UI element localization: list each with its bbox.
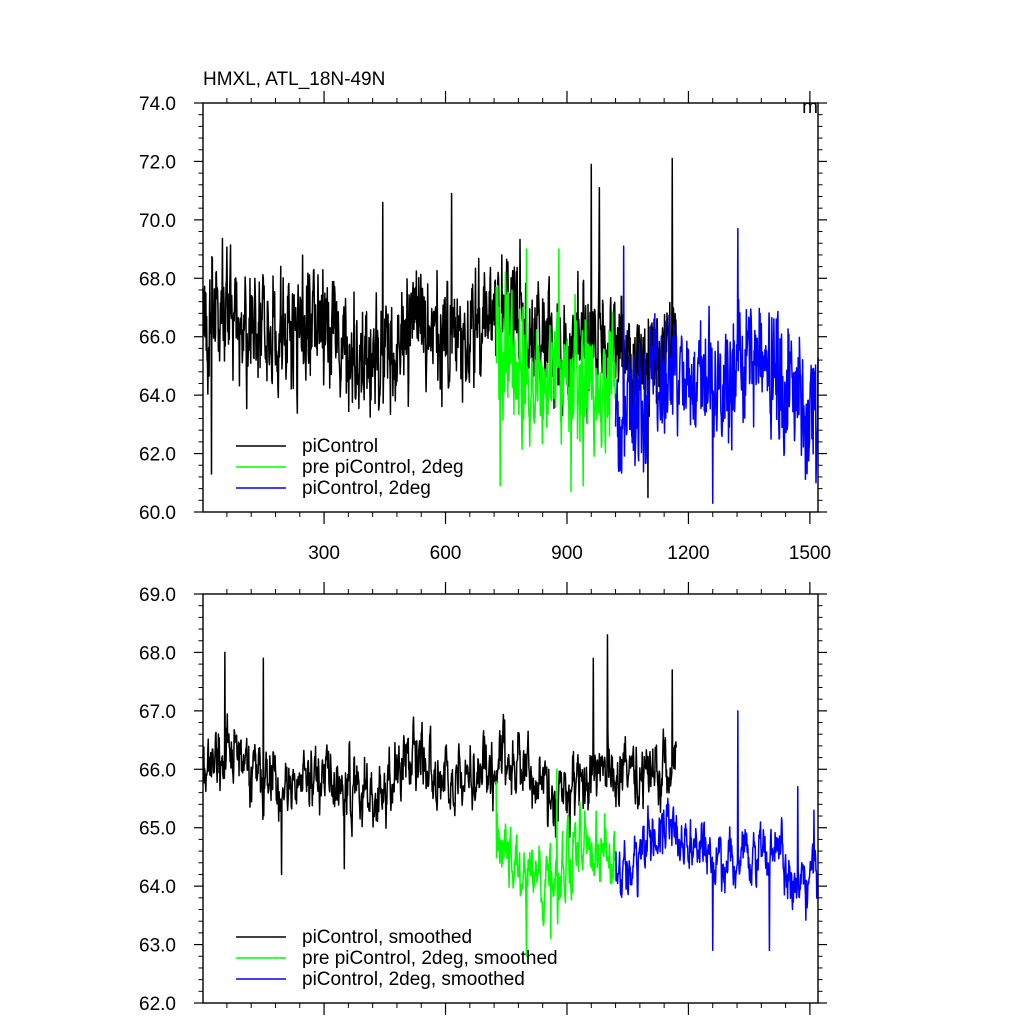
top-legend-label-2: piControl, 2deg bbox=[302, 478, 431, 499]
bottom-y-tick-label-6: 68.0 bbox=[139, 643, 176, 664]
top-x-tick-label-0: 300 bbox=[308, 543, 340, 564]
bottom-series-layer bbox=[202, 634, 819, 958]
top-y-tick-label-5: 70.0 bbox=[139, 211, 176, 232]
top-x-tick-label-3: 1200 bbox=[667, 543, 709, 564]
top-y-tick-label-0: 60.0 bbox=[139, 503, 176, 524]
bottom-series-0-line bbox=[202, 634, 678, 876]
top-plot-frame bbox=[202, 102, 819, 513]
bottom-y-tick-label-7: 69.0 bbox=[139, 585, 176, 606]
bottom-y-tick-label-4: 66.0 bbox=[139, 760, 176, 781]
bottom-legend-label-1: pre piControl, 2deg, smoothed bbox=[302, 948, 558, 969]
top-x-tick-label-2: 900 bbox=[551, 543, 583, 564]
top-y-tick-label-2: 64.0 bbox=[139, 386, 176, 407]
bottom-y-tick-label-0: 62.0 bbox=[139, 994, 176, 1015]
top-panel: HMXL, ATL_18N-49N m 60.0 62.0 64.0 66.0 68.0… bbox=[139, 69, 831, 564]
bottom-series-1-line bbox=[495, 768, 617, 958]
top-y-tick-label-7: 74.0 bbox=[139, 94, 176, 115]
bottom-y-tick-label-2: 64.0 bbox=[139, 877, 176, 898]
bottom-y-tick-label-3: 65.0 bbox=[139, 819, 176, 840]
bottom-series-2-line bbox=[614, 710, 819, 952]
top-y-tick-label-4: 68.0 bbox=[139, 269, 176, 290]
top-y-tick-label-6: 72.0 bbox=[139, 152, 176, 173]
bottom-y-tick-label-1: 63.0 bbox=[139, 936, 176, 957]
top-series-0-line bbox=[202, 157, 678, 499]
top-x-tick-label-1: 600 bbox=[430, 543, 462, 564]
bottom-ticks-layer: 62.0 63.0 64.0 65.0 66.0 67.0 68.0 69.0 bbox=[139, 582, 827, 1015]
top-series-1-line bbox=[495, 248, 617, 493]
bottom-y-tick-label-5: 67.0 bbox=[139, 702, 176, 723]
top-ticks-layer: 60.0 62.0 64.0 66.0 68.0 70.0 72.0 74.0 300 600 90… bbox=[139, 91, 831, 564]
top-series-layer bbox=[202, 157, 819, 504]
top-x-tick-label-4: 1500 bbox=[789, 543, 831, 564]
bottom-legend-label-2: piControl, 2deg, smoothed bbox=[302, 969, 525, 990]
top-panel-units: m bbox=[802, 97, 818, 118]
bottom-plot-frame bbox=[202, 593, 819, 1004]
top-legend-label-0: piControl bbox=[302, 436, 378, 457]
bottom-legend-label-0: piControl, smoothed bbox=[302, 927, 472, 948]
top-y-tick-label-1: 62.0 bbox=[139, 445, 176, 466]
top-y-tick-label-3: 66.0 bbox=[139, 328, 176, 349]
top-series-2-line bbox=[614, 227, 819, 504]
bottom-panel: 62.0 63.0 64.0 65.0 66.0 67.0 68.0 69.0 piContr… bbox=[139, 582, 827, 1015]
top-panel-title: HMXL, ATL_18N-49N bbox=[203, 69, 385, 90]
top-legend-label-1: pre piControl, 2deg bbox=[302, 457, 464, 478]
